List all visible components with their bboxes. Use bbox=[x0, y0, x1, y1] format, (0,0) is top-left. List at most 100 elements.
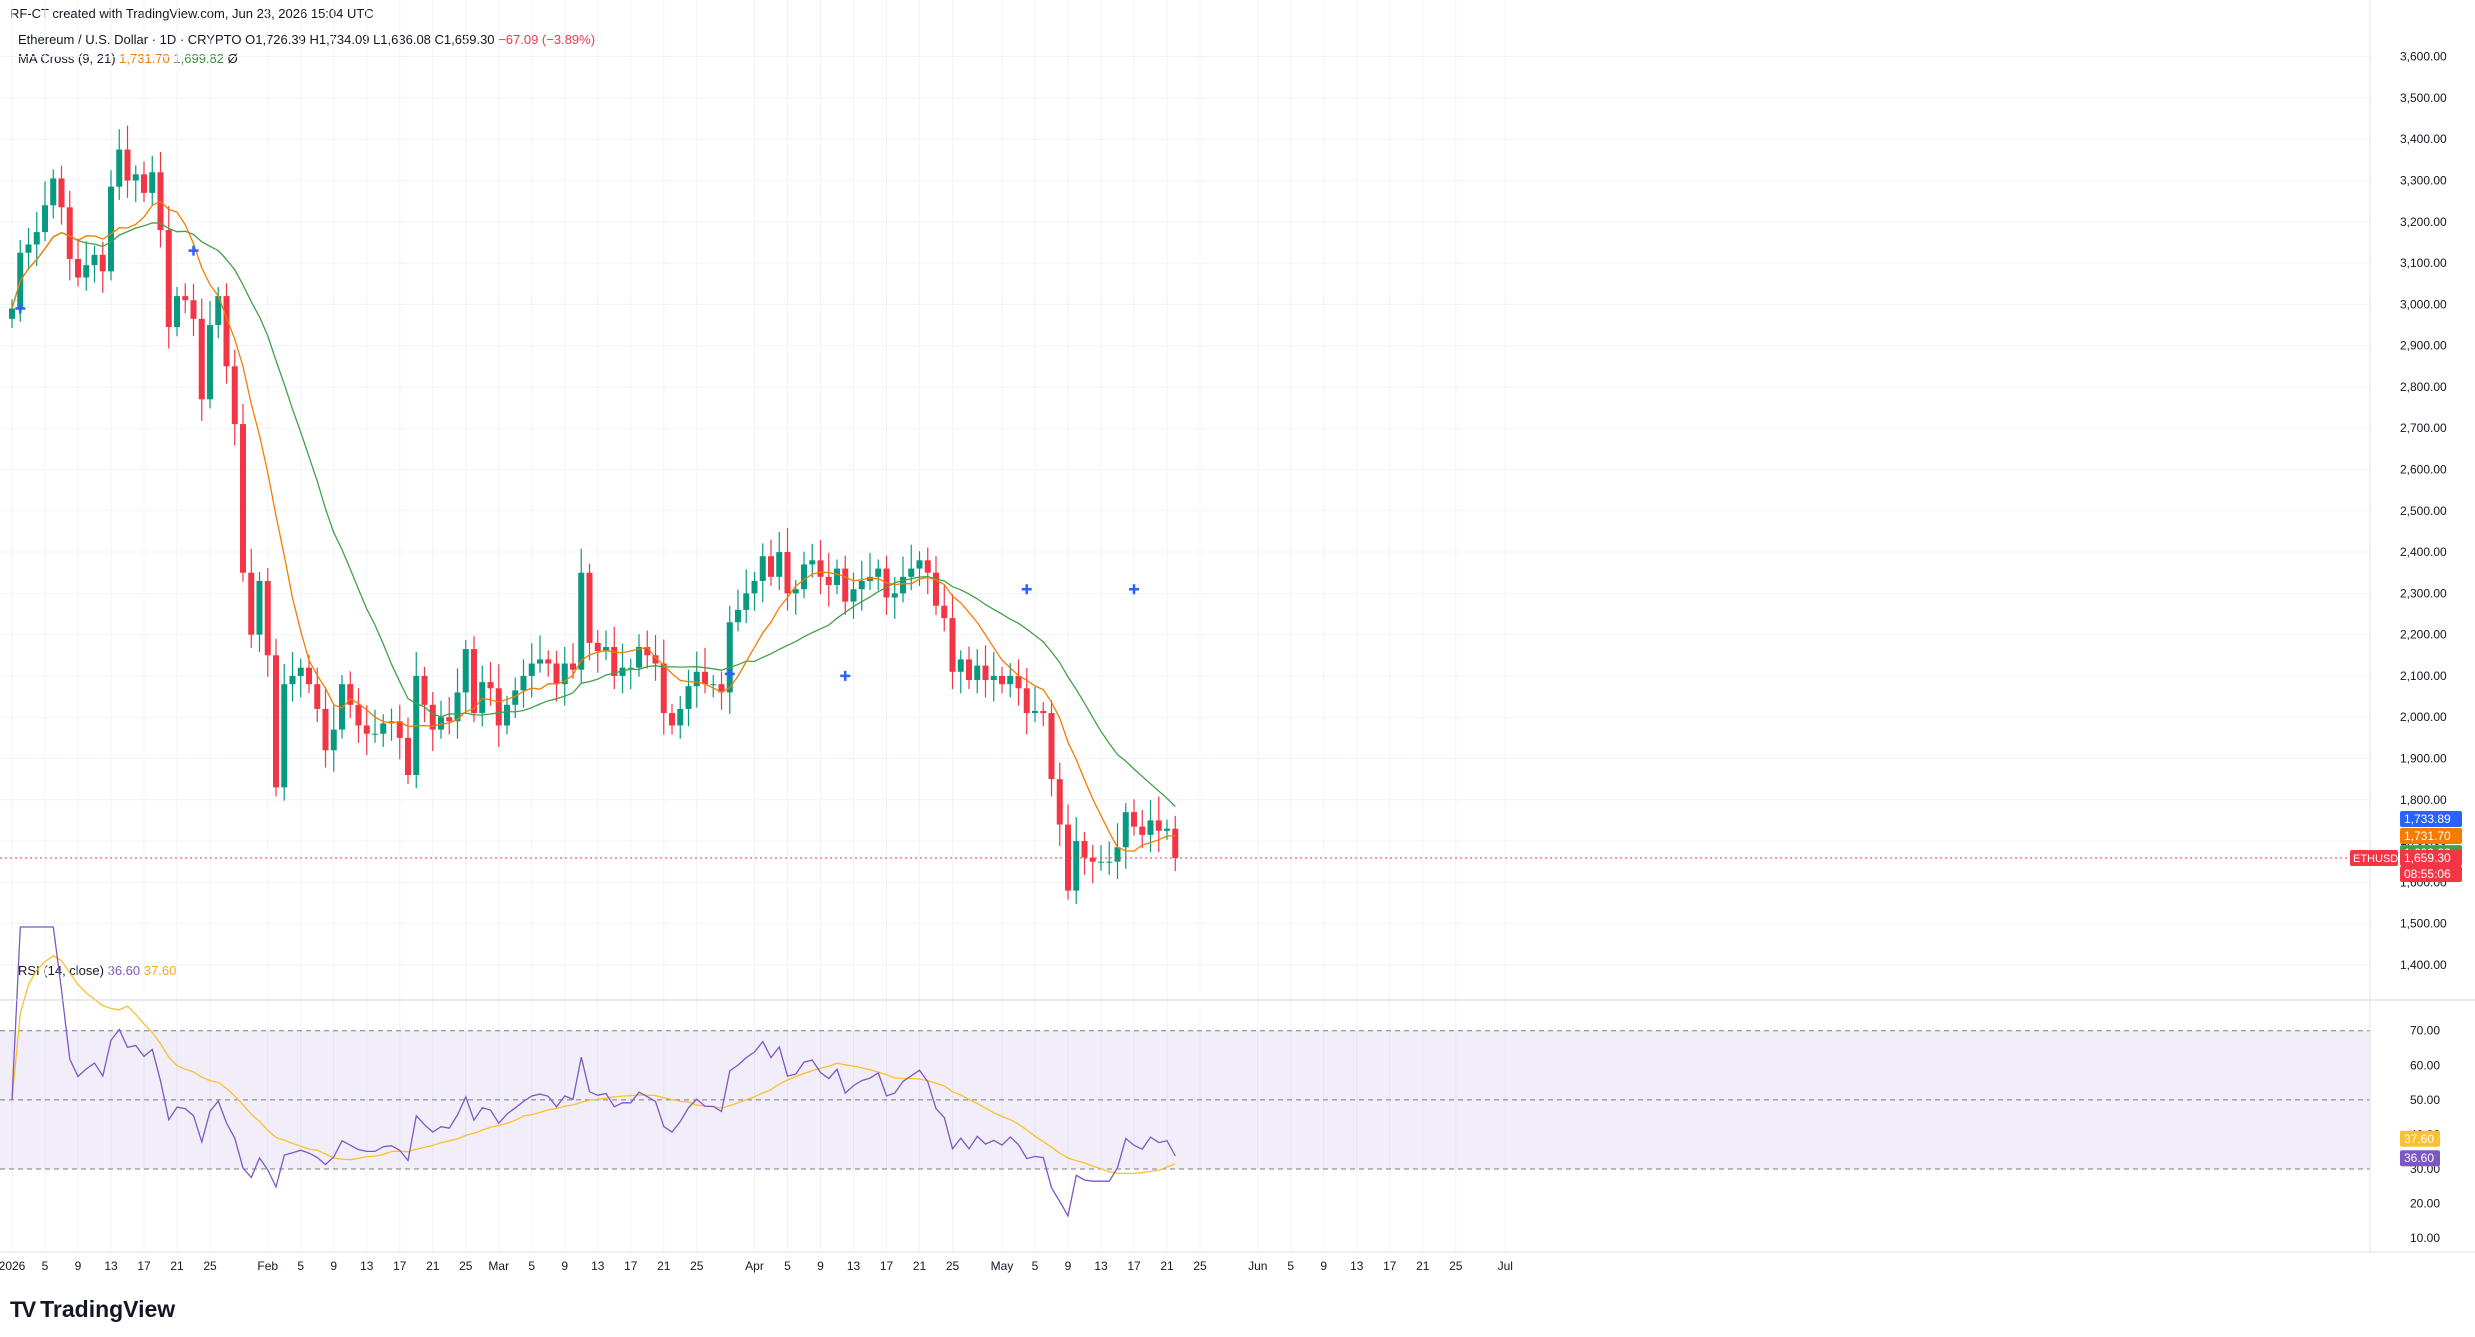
candle-body bbox=[91, 254, 98, 266]
candle-body bbox=[570, 663, 576, 670]
candle-body bbox=[25, 244, 32, 253]
candle-body bbox=[924, 560, 931, 573]
candle-body bbox=[339, 684, 345, 730]
candle-body bbox=[149, 172, 156, 193]
candle-body bbox=[528, 663, 535, 676]
candle-body bbox=[735, 609, 741, 623]
time-tick-label: 5 bbox=[784, 1259, 791, 1273]
time-tick-label: 21 bbox=[657, 1259, 671, 1273]
price-tick-label: 2,600.00 bbox=[2400, 462, 2447, 476]
price-tick-label: 3,500.00 bbox=[2400, 91, 2447, 105]
candle-body bbox=[1114, 847, 1121, 862]
badge-rsi-value-bg bbox=[2400, 1150, 2440, 1167]
candle-body bbox=[751, 580, 758, 594]
badge-rsi-ma-text: 37.60 bbox=[2404, 1132, 2434, 1146]
candle-body bbox=[999, 675, 1005, 685]
ma-cross-marker bbox=[840, 670, 851, 681]
time-tick-label: 5 bbox=[1287, 1259, 1294, 1273]
time-tick-label: 13 bbox=[591, 1259, 605, 1273]
candle-body bbox=[198, 318, 205, 400]
badge-ma-fast-bg bbox=[2400, 827, 2462, 844]
candle-body bbox=[512, 690, 519, 705]
badge-last-high: 1,733.89 bbox=[2400, 811, 2462, 828]
candle-body bbox=[908, 568, 915, 577]
time-tick-label: 9 bbox=[75, 1259, 82, 1273]
time-tick-label: 25 bbox=[459, 1259, 473, 1273]
candle-body bbox=[363, 725, 370, 734]
candle-body bbox=[718, 684, 725, 693]
price-tick-label: 1,400.00 bbox=[2400, 958, 2447, 972]
candle-body bbox=[132, 174, 139, 181]
ma-cross-label: MA Cross (9, 21) bbox=[18, 51, 116, 66]
candle-body bbox=[380, 723, 387, 734]
candle-body bbox=[677, 708, 684, 726]
candle-body bbox=[941, 605, 948, 619]
candle-body bbox=[1106, 861, 1113, 863]
candle-body bbox=[330, 729, 337, 751]
candle-body bbox=[603, 647, 609, 652]
candle-body bbox=[1139, 826, 1146, 835]
ma-slow-line bbox=[11, 222, 1176, 808]
candle-body bbox=[314, 684, 321, 709]
price-chart[interactable]: 3,600.00 3,500.00 3,400.00 3,300.00 3,200.00… bbox=[0, 0, 2475, 1290]
badge-ma-fast: 1,731.70 bbox=[2400, 827, 2462, 844]
candle-body bbox=[792, 589, 799, 594]
price-tick-label: 2,900.00 bbox=[2400, 339, 2447, 353]
time-tick-label: 25 bbox=[1193, 1259, 1207, 1273]
candle-body bbox=[916, 560, 923, 569]
candle-body bbox=[99, 254, 106, 272]
badge-countdown-text: 08:55:06 bbox=[2404, 867, 2451, 881]
ohlc-low: L1,636.08 bbox=[373, 32, 431, 47]
chart-grid bbox=[0, 0, 2370, 1252]
candle-body bbox=[660, 663, 667, 714]
price-tick-label: 3,000.00 bbox=[2400, 297, 2447, 311]
candle-body bbox=[215, 296, 222, 325]
candle-body bbox=[124, 149, 131, 181]
candle-body bbox=[784, 552, 791, 594]
candle-body bbox=[1131, 812, 1137, 827]
candle-body bbox=[207, 324, 213, 400]
candle-body bbox=[281, 684, 288, 788]
rsi-value: 36.60 bbox=[107, 963, 141, 978]
ohlc-open: O1,726.39 bbox=[245, 32, 306, 47]
time-tick-label: 25 bbox=[946, 1259, 960, 1273]
candle-body bbox=[438, 717, 444, 730]
candle-body bbox=[264, 580, 271, 656]
time-tick-label: 13 bbox=[104, 1259, 118, 1273]
time-tick-label: 25 bbox=[690, 1259, 704, 1273]
candle-body bbox=[1048, 713, 1055, 780]
time-tick-label: 9 bbox=[1320, 1259, 1327, 1273]
price-tick-label: 2,300.00 bbox=[2400, 586, 2447, 600]
candle-body bbox=[702, 671, 708, 685]
candle-body bbox=[537, 659, 543, 664]
candle-body bbox=[982, 665, 989, 681]
candle-body bbox=[75, 258, 81, 278]
candle-body bbox=[1172, 828, 1179, 858]
candle-body bbox=[644, 647, 651, 656]
ma-cross-signals bbox=[15, 245, 1139, 681]
price-tick-label: 1,800.00 bbox=[2400, 793, 2447, 807]
time-tick-label: 13 bbox=[847, 1259, 861, 1273]
candle-body bbox=[1089, 857, 1096, 862]
rsi-tick-label: 60.00 bbox=[2410, 1058, 2440, 1072]
ma-cross-marker bbox=[1129, 584, 1139, 595]
candle-body bbox=[1073, 841, 1080, 891]
symbol-legend[interactable]: Ethereum / U.S. Dollar · 1D · CRYPTO O1,… bbox=[18, 32, 595, 47]
badge-rsi-ma: 37.60 bbox=[2400, 1130, 2440, 1147]
badge-rsi-value-text: 36.60 bbox=[2404, 1151, 2434, 1165]
rsi-tick-label: 50.00 bbox=[2410, 1093, 2440, 1107]
ma-cross-extra: Ø bbox=[227, 51, 238, 66]
ma-cross-marker bbox=[1021, 584, 1032, 595]
time-tick-label: 13 bbox=[360, 1259, 374, 1273]
ma-fast-line bbox=[11, 200, 1176, 852]
tradingview-logo[interactable]: TV TradingView bbox=[10, 1296, 175, 1323]
candle-body bbox=[58, 178, 65, 208]
candle-body bbox=[1040, 711, 1047, 714]
candle-body bbox=[462, 649, 469, 693]
candle-body bbox=[273, 655, 279, 788]
rsi-tick-label: 10.00 bbox=[2410, 1231, 2440, 1245]
candle-body bbox=[858, 580, 865, 590]
time-tick-label: 9 bbox=[561, 1259, 568, 1273]
candle-body bbox=[33, 232, 40, 245]
price-tick-label: 3,600.00 bbox=[2400, 50, 2447, 64]
